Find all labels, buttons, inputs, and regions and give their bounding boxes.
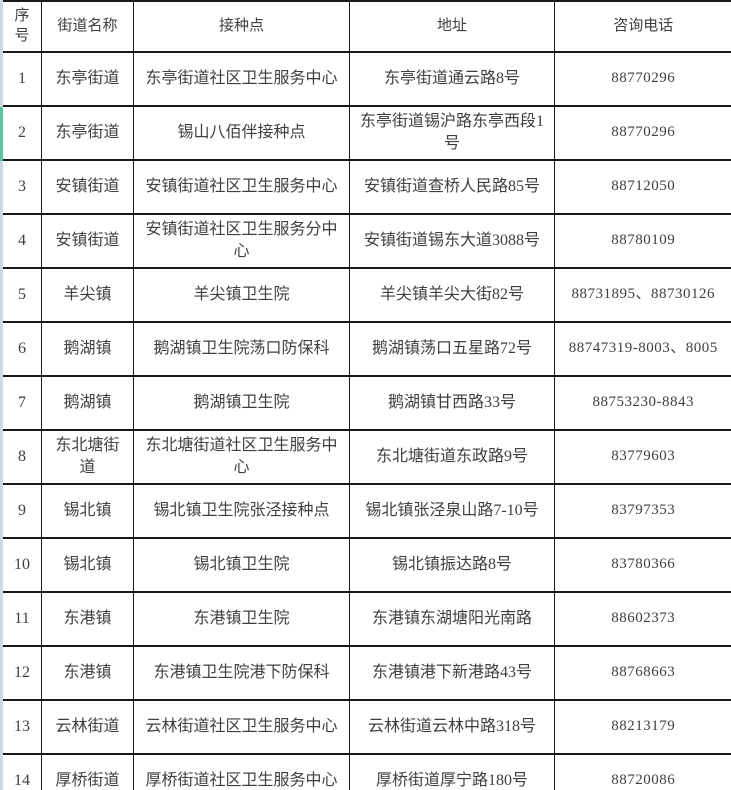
phone-cell: 83779603 — [554, 428, 731, 485]
vaccination-site-cell: 东港镇卫生院港下防保科 — [133, 644, 350, 701]
vaccination-site-cell: 厚桥街道社区卫生服务中心 — [133, 752, 350, 790]
table-row: 7 鹅湖镇 鹅湖镇卫生院 鹅湖镇甘西路33号 88753230-8843 — [0, 374, 731, 431]
phone-cell: 88770296 — [554, 50, 731, 107]
vaccination-site-cell: 安镇街道社区卫生服务中心 — [133, 158, 350, 215]
vaccination-site-cell: 东港镇卫生院 — [133, 590, 350, 647]
table-row: 5 羊尖镇 羊尖镇卫生院 羊尖镇羊尖大街82号 88731895、8873012… — [0, 266, 731, 323]
street-name-cell: 厚桥街道 — [41, 752, 134, 790]
address-cell: 东亭街道通云路8号 — [349, 50, 555, 107]
table-row: 8 东北塘街道 东北塘街道社区卫生服务中心 东北塘街道东政路9号 8377960… — [0, 428, 731, 485]
column-header-site: 接种点 — [133, 0, 350, 53]
table-header: 序号 街道名称 接种点 地址 咨询电话 — [0, 0, 731, 53]
address-cell: 安镇街道查桥人民路85号 — [349, 158, 555, 215]
street-name-cell: 鹅湖镇 — [41, 374, 134, 431]
phone-cell: 88213179 — [554, 698, 731, 755]
phone-cell: 88753230-8843 — [554, 374, 731, 431]
vaccination-site-cell: 锡山八佰伴接种点 — [133, 104, 350, 161]
row-index-cell: 2 — [0, 104, 42, 161]
row-index-cell: 4 — [0, 212, 42, 269]
row-index-cell: 10 — [0, 536, 42, 593]
table-row: 9 锡北镇 锡北镇卫生院张泾接种点 锡北镇张泾泉山路7-10号 83797353 — [0, 482, 731, 539]
phone-cell: 88602373 — [554, 590, 731, 647]
vaccination-site-cell: 安镇街道社区卫生服务分中心 — [133, 212, 350, 269]
row-index-cell: 3 — [0, 158, 42, 215]
row-index-cell: 7 — [0, 374, 42, 431]
street-name-cell: 云林街道 — [41, 698, 134, 755]
table-body: 1 东亭街道 东亭街道社区卫生服务中心 东亭街道通云路8号 88770296 2… — [0, 50, 731, 790]
table-row: 12 东港镇 东港镇卫生院港下防保科 东港镇港下新港路43号 88768663 — [0, 644, 731, 701]
street-name-cell: 东港镇 — [41, 590, 134, 647]
street-name-cell: 东亭街道 — [41, 50, 134, 107]
vaccination-site-cell: 东亭街道社区卫生服务中心 — [133, 50, 350, 107]
table-row: 6 鹅湖镇 鹅湖镇卫生院荡口防保科 鹅湖镇荡口五星路72号 88747319-8… — [0, 320, 731, 377]
row-index-cell: 8 — [0, 428, 42, 485]
address-cell: 鹅湖镇甘西路33号 — [349, 374, 555, 431]
address-cell: 安镇街道锡东大道3088号 — [349, 212, 555, 269]
column-header-phone: 咨询电话 — [554, 0, 731, 53]
address-cell: 东北塘街道东政路9号 — [349, 428, 555, 485]
phone-cell: 88712050 — [554, 158, 731, 215]
row-index-cell: 5 — [0, 266, 42, 323]
street-name-cell: 东亭街道 — [41, 104, 134, 161]
phone-cell: 88747319-8003、8005 — [554, 320, 731, 377]
row-index-cell: 1 — [0, 50, 42, 107]
address-cell: 东亭街道锡沪路东亭西段1号 — [349, 104, 555, 161]
phone-cell: 88768663 — [554, 644, 731, 701]
vaccination-site-cell: 云林街道社区卫生服务中心 — [133, 698, 350, 755]
row-index-cell: 12 — [0, 644, 42, 701]
row-index-cell: 13 — [0, 698, 42, 755]
vaccination-site-cell: 鹅湖镇卫生院 — [133, 374, 350, 431]
street-name-cell: 鹅湖镇 — [41, 320, 134, 377]
street-name-cell: 东港镇 — [41, 644, 134, 701]
address-cell: 厚桥街道厚宁路180号 — [349, 752, 555, 790]
table-row: 1 东亭街道 东亭街道社区卫生服务中心 东亭街道通云路8号 88770296 — [0, 50, 731, 107]
table-row: 4 安镇街道 安镇街道社区卫生服务分中心 安镇街道锡东大道3088号 88780… — [0, 212, 731, 269]
address-cell: 东港镇东湖塘阳光南路 — [349, 590, 555, 647]
address-cell: 锡北镇张泾泉山路7-10号 — [349, 482, 555, 539]
vaccination-site-cell: 锡北镇卫生院 — [133, 536, 350, 593]
phone-cell: 88720086 — [554, 752, 731, 790]
address-cell: 鹅湖镇荡口五星路72号 — [349, 320, 555, 377]
address-cell: 锡北镇振达路8号 — [349, 536, 555, 593]
row-index-cell: 9 — [0, 482, 42, 539]
address-cell: 东港镇港下新港路43号 — [349, 644, 555, 701]
vaccination-site-cell: 东北塘街道社区卫生服务中心 — [133, 428, 350, 485]
table-row: 2 东亭街道 锡山八佰伴接种点 东亭街道锡沪路东亭西段1号 88770296 — [0, 104, 731, 161]
address-cell: 云林街道云林中路318号 — [349, 698, 555, 755]
vaccination-site-cell: 鹅湖镇卫生院荡口防保科 — [133, 320, 350, 377]
phone-cell: 83780366 — [554, 536, 731, 593]
vaccination-site-cell: 锡北镇卫生院张泾接种点 — [133, 482, 350, 539]
table-row: 3 安镇街道 安镇街道社区卫生服务中心 安镇街道查桥人民路85号 8871205… — [0, 158, 731, 215]
street-name-cell: 安镇街道 — [41, 212, 134, 269]
table-row: 10 锡北镇 锡北镇卫生院 锡北镇振达路8号 83780366 — [0, 536, 731, 593]
header-row: 序号 街道名称 接种点 地址 咨询电话 — [0, 0, 731, 53]
street-name-cell: 东北塘街道 — [41, 428, 134, 485]
table-row: 14 厚桥街道 厚桥街道社区卫生服务中心 厚桥街道厚宁路180号 8872008… — [0, 752, 731, 790]
phone-cell: 88770296 — [554, 104, 731, 161]
street-name-cell: 羊尖镇 — [41, 266, 134, 323]
row-index-cell: 11 — [0, 590, 42, 647]
row-index-cell: 14 — [0, 752, 42, 790]
table-row: 11 东港镇 东港镇卫生院 东港镇东湖塘阳光南路 88602373 — [0, 590, 731, 647]
table-row: 13 云林街道 云林街道社区卫生服务中心 云林街道云林中路318号 882131… — [0, 698, 731, 755]
address-cell: 羊尖镇羊尖大街82号 — [349, 266, 555, 323]
street-name-cell: 锡北镇 — [41, 536, 134, 593]
column-header-index: 序号 — [0, 0, 42, 53]
row-index-cell: 6 — [0, 320, 42, 377]
column-header-address: 地址 — [349, 0, 555, 53]
phone-cell: 83797353 — [554, 482, 731, 539]
street-name-cell: 锡北镇 — [41, 482, 134, 539]
street-name-cell: 安镇街道 — [41, 158, 134, 215]
vaccination-site-cell: 羊尖镇卫生院 — [133, 266, 350, 323]
column-header-street: 街道名称 — [41, 0, 134, 53]
phone-cell: 88780109 — [554, 212, 731, 269]
phone-cell: 88731895、88730126 — [554, 266, 731, 323]
